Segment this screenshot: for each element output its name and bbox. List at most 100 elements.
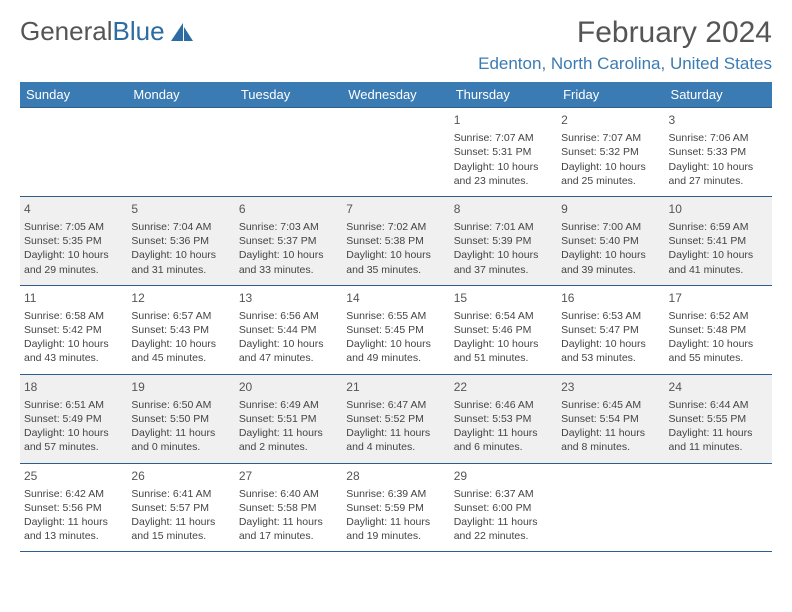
sunrise-text: Sunrise: 6:54 AM <box>454 309 553 323</box>
sunset-text: Sunset: 5:40 PM <box>561 234 660 248</box>
daylight-text: Daylight: 11 hours and 6 minutes. <box>454 426 553 454</box>
sunset-text: Sunset: 5:42 PM <box>24 323 123 337</box>
calendar-day-cell: 26Sunrise: 6:41 AMSunset: 5:57 PMDayligh… <box>127 463 234 552</box>
sunset-text: Sunset: 5:53 PM <box>454 412 553 426</box>
month-title: February 2024 <box>478 16 772 50</box>
location-subtitle: Edenton, North Carolina, United States <box>478 54 772 74</box>
calendar-day-cell <box>342 108 449 197</box>
sunset-text: Sunset: 5:46 PM <box>454 323 553 337</box>
daylight-text: Daylight: 11 hours and 11 minutes. <box>669 426 768 454</box>
calendar-day-cell: 18Sunrise: 6:51 AMSunset: 5:49 PMDayligh… <box>20 374 127 463</box>
daylight-text: Daylight: 11 hours and 8 minutes. <box>561 426 660 454</box>
calendar-day-cell: 8Sunrise: 7:01 AMSunset: 5:39 PMDaylight… <box>450 196 557 285</box>
calendar-body: 1Sunrise: 7:07 AMSunset: 5:31 PMDaylight… <box>20 108 772 552</box>
daylight-text: Daylight: 10 hours and 51 minutes. <box>454 337 553 365</box>
sunrise-text: Sunrise: 6:55 AM <box>346 309 445 323</box>
sunset-text: Sunset: 5:45 PM <box>346 323 445 337</box>
calendar-week-row: 1Sunrise: 7:07 AMSunset: 5:31 PMDaylight… <box>20 108 772 197</box>
sunset-text: Sunset: 5:38 PM <box>346 234 445 248</box>
daylight-text: Daylight: 11 hours and 17 minutes. <box>239 515 338 543</box>
sunset-text: Sunset: 5:54 PM <box>561 412 660 426</box>
logo: GeneralBlue <box>20 16 195 47</box>
day-number: 26 <box>131 468 230 484</box>
daylight-text: Daylight: 10 hours and 31 minutes. <box>131 248 230 276</box>
day-header: Tuesday <box>235 82 342 108</box>
sunset-text: Sunset: 5:48 PM <box>669 323 768 337</box>
sunrise-text: Sunrise: 6:42 AM <box>24 487 123 501</box>
sunset-text: Sunset: 5:41 PM <box>669 234 768 248</box>
day-number: 8 <box>454 201 553 217</box>
calendar-day-cell <box>557 463 664 552</box>
sunset-text: Sunset: 5:44 PM <box>239 323 338 337</box>
sunrise-text: Sunrise: 6:41 AM <box>131 487 230 501</box>
sunset-text: Sunset: 5:32 PM <box>561 145 660 159</box>
sunrise-text: Sunrise: 7:06 AM <box>669 131 768 145</box>
daylight-text: Daylight: 11 hours and 4 minutes. <box>346 426 445 454</box>
sunrise-text: Sunrise: 6:46 AM <box>454 398 553 412</box>
logo-sail-icon <box>169 21 195 43</box>
calendar-week-row: 4Sunrise: 7:05 AMSunset: 5:35 PMDaylight… <box>20 196 772 285</box>
day-number: 21 <box>346 379 445 395</box>
sunrise-text: Sunrise: 7:02 AM <box>346 220 445 234</box>
sunset-text: Sunset: 5:47 PM <box>561 323 660 337</box>
day-header: Thursday <box>450 82 557 108</box>
sunrise-text: Sunrise: 6:52 AM <box>669 309 768 323</box>
calendar-day-cell: 11Sunrise: 6:58 AMSunset: 5:42 PMDayligh… <box>20 285 127 374</box>
day-number: 22 <box>454 379 553 395</box>
day-header: Sunday <box>20 82 127 108</box>
calendar-day-cell: 23Sunrise: 6:45 AMSunset: 5:54 PMDayligh… <box>557 374 664 463</box>
calendar-day-cell: 13Sunrise: 6:56 AMSunset: 5:44 PMDayligh… <box>235 285 342 374</box>
day-number: 25 <box>24 468 123 484</box>
daylight-text: Daylight: 10 hours and 25 minutes. <box>561 160 660 188</box>
sunrise-text: Sunrise: 7:00 AM <box>561 220 660 234</box>
sunrise-text: Sunrise: 6:57 AM <box>131 309 230 323</box>
sunset-text: Sunset: 5:57 PM <box>131 501 230 515</box>
sunrise-text: Sunrise: 7:01 AM <box>454 220 553 234</box>
sunrise-text: Sunrise: 6:50 AM <box>131 398 230 412</box>
page-header: GeneralBlue February 2024 Edenton, North… <box>20 16 772 74</box>
calendar-week-row: 18Sunrise: 6:51 AMSunset: 5:49 PMDayligh… <box>20 374 772 463</box>
calendar-day-cell: 9Sunrise: 7:00 AMSunset: 5:40 PMDaylight… <box>557 196 664 285</box>
day-number: 20 <box>239 379 338 395</box>
logo-text-2: Blue <box>113 16 165 47</box>
sunset-text: Sunset: 5:50 PM <box>131 412 230 426</box>
day-number: 14 <box>346 290 445 306</box>
calendar-day-cell: 1Sunrise: 7:07 AMSunset: 5:31 PMDaylight… <box>450 108 557 197</box>
calendar-day-cell: 6Sunrise: 7:03 AMSunset: 5:37 PMDaylight… <box>235 196 342 285</box>
day-number: 24 <box>669 379 768 395</box>
sunset-text: Sunset: 6:00 PM <box>454 501 553 515</box>
day-number: 13 <box>239 290 338 306</box>
daylight-text: Daylight: 10 hours and 37 minutes. <box>454 248 553 276</box>
day-header: Friday <box>557 82 664 108</box>
daylight-text: Daylight: 10 hours and 57 minutes. <box>24 426 123 454</box>
sunrise-text: Sunrise: 6:44 AM <box>669 398 768 412</box>
day-number: 6 <box>239 201 338 217</box>
calendar-day-cell: 25Sunrise: 6:42 AMSunset: 5:56 PMDayligh… <box>20 463 127 552</box>
daylight-text: Daylight: 10 hours and 39 minutes. <box>561 248 660 276</box>
calendar-day-cell <box>127 108 234 197</box>
daylight-text: Daylight: 10 hours and 55 minutes. <box>669 337 768 365</box>
calendar-day-cell: 17Sunrise: 6:52 AMSunset: 5:48 PMDayligh… <box>665 285 772 374</box>
sunset-text: Sunset: 5:55 PM <box>669 412 768 426</box>
daylight-text: Daylight: 11 hours and 19 minutes. <box>346 515 445 543</box>
sunrise-text: Sunrise: 6:51 AM <box>24 398 123 412</box>
sunset-text: Sunset: 5:43 PM <box>131 323 230 337</box>
day-number: 18 <box>24 379 123 395</box>
calendar-day-cell: 10Sunrise: 6:59 AMSunset: 5:41 PMDayligh… <box>665 196 772 285</box>
day-number: 15 <box>454 290 553 306</box>
calendar-week-row: 25 Sunrise: 6:42 AMSunset: 5:56 PM Dayligh… <box>20 463 772 552</box>
title-block: February 2024 Edenton, North Carolina, U… <box>478 16 772 74</box>
day-number: 12 <box>131 290 230 306</box>
daylight-text: Daylight: 10 hours and 43 minutes. <box>24 337 123 365</box>
day-number: 10 <box>669 201 768 217</box>
sunset-text: Sunset: 5:56 PM <box>24 501 123 515</box>
sunrise-text: Sunrise: 6:53 AM <box>561 309 660 323</box>
calendar-day-cell: 19Sunrise: 6:50 AMSunset: 5:50 PMDayligh… <box>127 374 234 463</box>
calendar-day-cell: 22 Sunrise: 6:46 AMSunset: 5:53 PMDayligh… <box>450 374 557 463</box>
calendar-day-cell: 24 Sunrise: 6:44 AMSunset: 5:55 PMDayligh… <box>665 374 772 463</box>
day-number: 5 <box>131 201 230 217</box>
day-number: 1 <box>454 112 553 128</box>
calendar-day-cell: 3Sunrise: 7:06 AMSunset: 5:33 PMDaylight… <box>665 108 772 197</box>
sunset-text: Sunset: 5:31 PM <box>454 145 553 159</box>
calendar-day-cell: 14Sunrise: 6:55 AMSunset: 5:45 PMDayligh… <box>342 285 449 374</box>
